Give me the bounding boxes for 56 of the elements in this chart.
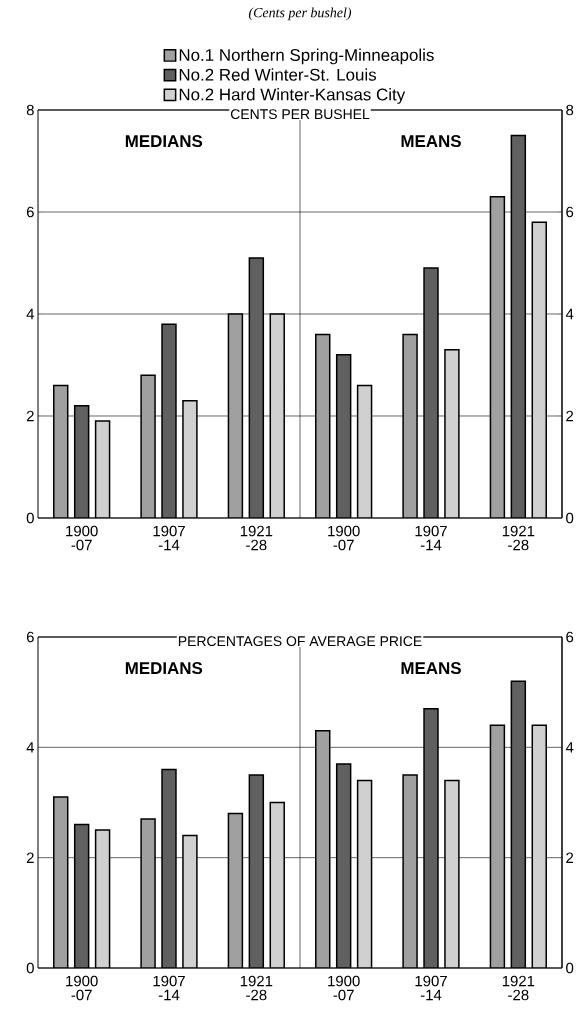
x-tick-label: 1907 -14 [415, 525, 447, 551]
chart-title: CENTS PER BUSHEL [230, 109, 370, 120]
bar [510, 134, 527, 518]
annotation: MEDIANS [125, 662, 203, 675]
bar [510, 680, 527, 968]
y2-tick-label: 4 [565, 742, 574, 753]
x-tick-label: 1900 -07 [328, 525, 360, 551]
y2-tick-label: 6 [566, 206, 574, 218]
legend-label: No.1 Northern Spring-Minneapolis [179, 48, 434, 65]
bar [335, 763, 352, 968]
y-tick-label: 6 [26, 631, 34, 643]
y-tick-label: 4 [26, 742, 35, 753]
bar [489, 195, 506, 518]
y-tick-label: 2 [26, 410, 34, 422]
bar [248, 257, 265, 518]
y-tick-label: 0 [26, 512, 34, 524]
bar [489, 724, 506, 968]
bar [73, 405, 90, 518]
bar [227, 812, 244, 968]
x-tick-label: 1900 -07 [328, 975, 360, 1001]
y-tick-label: 6 [26, 206, 34, 218]
y2-tick-label: 0 [566, 512, 574, 524]
x-tick-label: 1907 -14 [153, 975, 185, 1001]
bar [248, 774, 265, 968]
chart-title: PERCENTAGES OF AVERAGE PRICE [178, 636, 422, 647]
bar [73, 823, 90, 968]
y2-tick-label: 2 [566, 410, 574, 422]
y-tick-label: 2 [26, 852, 34, 863]
y-tick-label: 8 [26, 104, 34, 116]
y-tick-label: 4 [26, 308, 35, 320]
bar [94, 420, 111, 518]
x-tick-label: 1907 -14 [415, 975, 447, 1001]
legend-label: No.2 Hard Winter-Kansas City [179, 88, 406, 104]
bar [356, 384, 373, 518]
annotation: MEDIANS [125, 135, 203, 148]
annotation: MEANS [401, 135, 461, 148]
x-tick-label: 1921 -28 [240, 525, 273, 551]
y-tick-label: 0 [26, 962, 34, 974]
x-tick-label: 1907 -14 [153, 525, 185, 551]
y2-tick-label: 8 [566, 104, 574, 116]
y2-tick-label: 2 [566, 852, 574, 863]
x-tick-label: 1921 -28 [502, 975, 535, 1001]
legend-label: No.2 Red Winter-St. Louis [179, 68, 377, 81]
bar [335, 354, 352, 518]
bar [94, 829, 111, 968]
x-tick-label: 1900 -07 [66, 975, 98, 1001]
bar [227, 313, 244, 518]
x-tick-label: 1900 -07 [66, 525, 98, 551]
annotation: MEANS [401, 662, 461, 675]
x-tick-label: 1921 -28 [240, 975, 273, 1001]
y2-tick-label: 6 [566, 631, 574, 643]
x-tick-label: 1921 -28 [502, 525, 535, 551]
bar [356, 779, 373, 968]
y2-tick-label: 4 [565, 308, 574, 320]
chart-subtitle: (Cents per bushel) [248, 7, 352, 21]
y2-tick-label: 0 [566, 962, 574, 974]
